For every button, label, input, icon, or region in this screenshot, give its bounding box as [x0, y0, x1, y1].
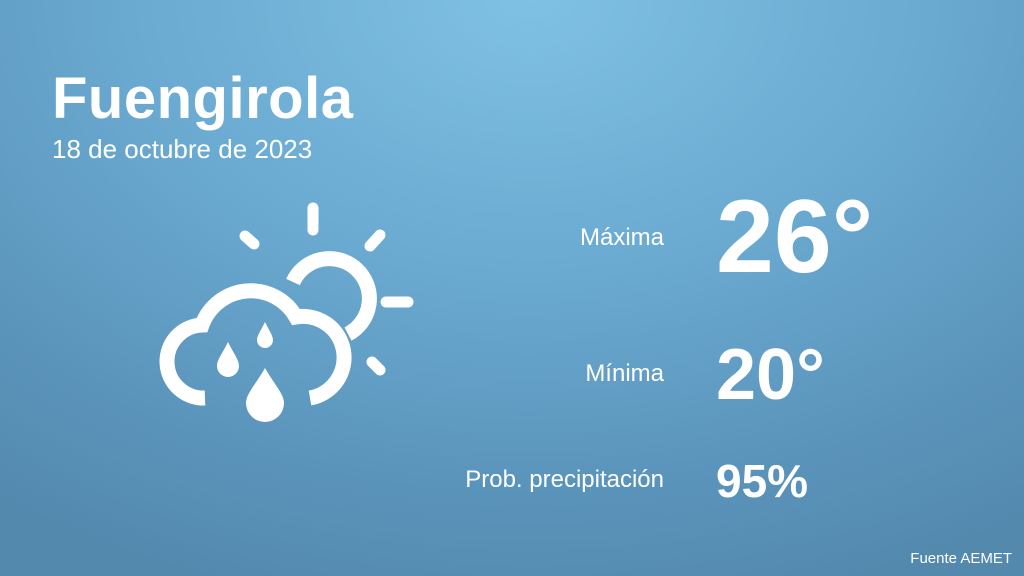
sun-arc — [286, 251, 377, 341]
precipitation-value: 95% — [716, 455, 809, 507]
rain-drop — [257, 322, 273, 348]
sun-ray — [364, 229, 386, 252]
min-temp-label: Mínima — [585, 360, 664, 387]
max-temp-label: Máxima — [579, 224, 664, 251]
rain-drop — [246, 368, 284, 422]
rain-drop — [217, 342, 239, 377]
sun-ray — [239, 230, 260, 250]
source-credit: Fuente AEMET — [910, 550, 1012, 567]
max-temp-value: 26° — [716, 179, 874, 295]
forecast-date: 18 de octubre de 2023 — [52, 134, 313, 164]
min-temp-value: 20° — [716, 335, 825, 415]
precipitation-label: Prob. precipitación — [465, 466, 664, 493]
city-title: Fuengirola — [52, 66, 354, 131]
cloud-outline — [159, 283, 352, 406]
sun-ray — [366, 356, 386, 376]
